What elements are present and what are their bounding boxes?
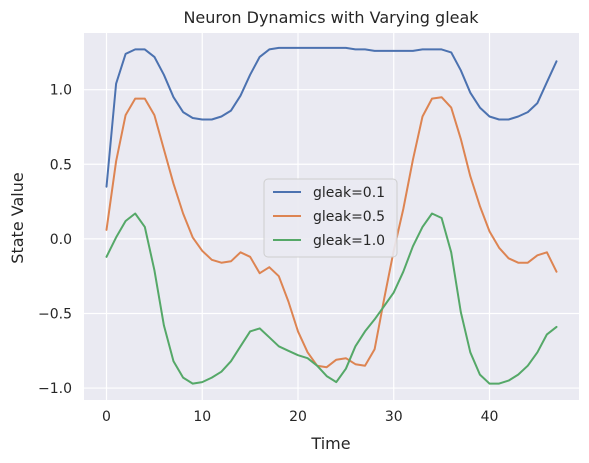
x-tick-label: 20: [289, 409, 307, 425]
x-tick-label: 0: [102, 409, 111, 425]
y-tick-label: 0.5: [50, 157, 72, 173]
x-axis-ticks: 0 10 20 30 40: [102, 409, 498, 425]
chart-title: Neuron Dynamics with Varying gleak: [183, 8, 479, 27]
y-tick-label: 1.0: [50, 83, 72, 99]
series-line-1: [105, 96, 558, 369]
legend-label-1: gleak=0.5: [313, 209, 385, 225]
y-tick-label: 0.0: [50, 232, 72, 248]
x-axis-label: Time: [310, 434, 350, 453]
series-layer: [105, 46, 558, 385]
legend-label-2: gleak=1.0: [313, 233, 385, 249]
x-tick-label: 30: [385, 409, 403, 425]
y-tick-label: −0.5: [38, 306, 72, 322]
x-tick-label: 40: [481, 409, 499, 425]
legend: gleak=0.1 gleak=0.5 gleak=1.0: [263, 178, 398, 258]
legend-frame: [263, 178, 398, 258]
y-tick-label: −1.0: [38, 381, 72, 397]
series-line-0: [105, 46, 558, 188]
y-axis-ticks: −1.0 −0.5 0.0 0.5 1.0: [38, 83, 72, 397]
series-line-2: [105, 212, 558, 385]
y-axis-label: State Value: [8, 172, 27, 263]
x-tick-label: 10: [193, 409, 211, 425]
legend-label-0: gleak=0.1: [313, 185, 385, 201]
